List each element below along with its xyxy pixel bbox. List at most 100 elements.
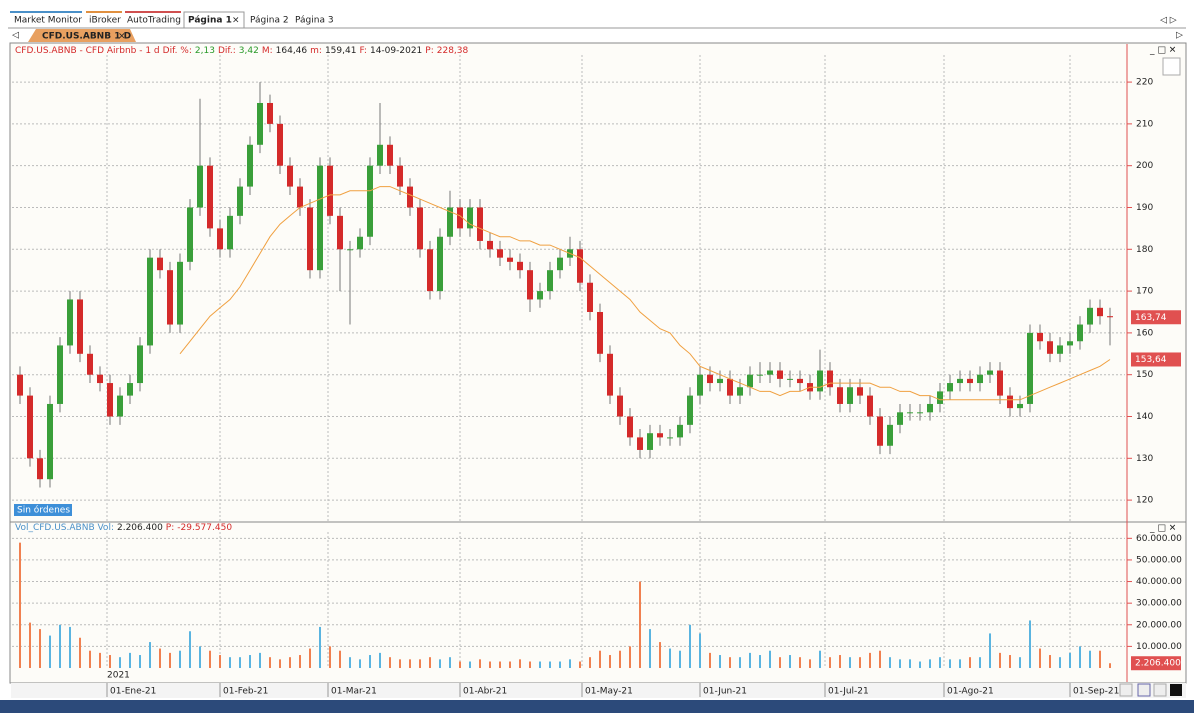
volume-bar — [949, 659, 951, 668]
candle-body — [517, 261, 523, 271]
candle-body — [947, 383, 953, 392]
chart-tab-label[interactable]: CFD.US.ABNB 1 D — [42, 32, 131, 42]
header-part: Dif.: — [218, 46, 236, 56]
color-icon[interactable] — [1170, 684, 1182, 696]
tab[interactable]: Market Monitor — [14, 16, 82, 26]
volume-bar — [389, 657, 391, 668]
scroll-arrow[interactable]: ◁ — [12, 31, 19, 41]
volume-bar — [879, 650, 881, 668]
volume-bar — [589, 657, 591, 668]
chart-tab[interactable] — [28, 29, 136, 42]
candle-body — [617, 395, 623, 417]
candle-body — [857, 387, 863, 396]
volume-bar — [499, 661, 501, 668]
volume-bar — [129, 652, 131, 668]
volume-bar — [1079, 646, 1081, 668]
close-icon[interactable]: × — [232, 16, 240, 26]
candle-body — [507, 257, 513, 262]
volume-bar — [839, 655, 841, 668]
candle-body — [757, 374, 763, 376]
candle-body — [697, 374, 703, 396]
x-tick-label: 01-Abr-21 — [463, 687, 507, 697]
x-tick-label: 01-Jun-21 — [703, 687, 747, 697]
candle-body — [627, 416, 633, 438]
scroll-arrows[interactable]: ◁ ▷ — [1160, 16, 1177, 26]
scroll-arrow[interactable]: ▷ — [1176, 31, 1183, 41]
candle-body — [1037, 332, 1043, 342]
volume-bar — [799, 657, 801, 668]
candle-body — [457, 207, 463, 229]
active-tab[interactable] — [183, 11, 245, 29]
tab[interactable]: Página 1 — [188, 16, 232, 26]
window-controls[interactable]: _ □ ✕ — [1149, 46, 1176, 56]
volume-bar — [609, 655, 611, 668]
volume-bar — [969, 657, 971, 668]
header-part: CFD.US.ABNB - CFD Airbnb - 1 d — [15, 46, 160, 56]
volume-bar — [309, 648, 311, 668]
volume-bar — [219, 655, 221, 668]
volume-bar — [1109, 663, 1111, 668]
candle-body — [277, 123, 283, 166]
volume-bar — [199, 646, 201, 668]
volume-bar — [29, 622, 31, 668]
volume-bar — [1069, 652, 1071, 668]
orders-button-label[interactable]: Sin órdenes — [17, 505, 70, 516]
volume-bar — [109, 655, 111, 668]
volume-bar — [809, 659, 811, 668]
y-tick-label: 190 — [1136, 203, 1153, 213]
value-marker — [1131, 310, 1181, 325]
candle-body — [17, 374, 23, 396]
volume-bar — [459, 661, 461, 668]
tool-icon[interactable] — [1153, 683, 1167, 697]
volume-bar — [849, 657, 851, 668]
volume-bar — [649, 629, 651, 668]
volume-bar — [749, 652, 751, 668]
candle-body — [1087, 307, 1093, 325]
candle-body — [497, 249, 503, 258]
tab[interactable]: Página 3 — [295, 16, 334, 26]
volume-bar — [559, 661, 561, 668]
tab[interactable]: iBroker — [89, 16, 121, 26]
y-tick-label: 50.000.00 — [1136, 555, 1182, 565]
window-controls[interactable]: _ □ ✕ — [1149, 524, 1176, 534]
tab-accent — [86, 11, 122, 13]
tab-accent — [10, 11, 82, 13]
candle-body — [107, 383, 113, 417]
volume-bar — [719, 655, 721, 668]
y-tick-label: 180 — [1136, 245, 1153, 255]
orders-button[interactable] — [14, 504, 72, 516]
volume-bar — [409, 659, 411, 668]
volume-bar — [39, 629, 41, 668]
candle-body — [37, 458, 43, 480]
y-tick-label: 210 — [1136, 119, 1153, 129]
volume-bar — [639, 581, 641, 668]
candle-body — [607, 353, 613, 396]
volume-bar — [539, 661, 541, 668]
volume-bar — [929, 659, 931, 668]
x-tick-label: 01-May-21 — [585, 687, 633, 697]
candle-body — [677, 424, 683, 438]
save-icon[interactable] — [1137, 683, 1151, 697]
candle-body — [637, 437, 643, 450]
options-icon[interactable] — [1162, 57, 1181, 76]
volume-bar — [189, 631, 191, 668]
candle-body — [317, 165, 323, 271]
header-part: 2.206.400 — [117, 523, 163, 533]
candle-body — [1047, 341, 1053, 354]
candle-body — [437, 236, 443, 292]
tool-icon[interactable] — [1119, 683, 1133, 697]
candle-body — [77, 299, 83, 354]
volume-bar — [569, 659, 571, 668]
tab[interactable]: Página 2 — [250, 16, 289, 26]
x-tick-label: 01-Sep-21 — [1073, 687, 1119, 697]
header-part: P: — [166, 523, 174, 533]
candle-body — [1017, 403, 1023, 409]
candle-body — [117, 395, 123, 417]
panel-header: Vol_CFD.US.ABNB Vol: 2.206.400 P: -29.577.4… — [15, 523, 232, 533]
volume-bar — [669, 648, 671, 668]
volume-bar — [709, 652, 711, 668]
x-tick-label: 01-Ene-21 — [110, 687, 156, 697]
close-icon[interactable]: × — [118, 32, 126, 42]
tab[interactable]: AutoTrading — [127, 16, 181, 26]
